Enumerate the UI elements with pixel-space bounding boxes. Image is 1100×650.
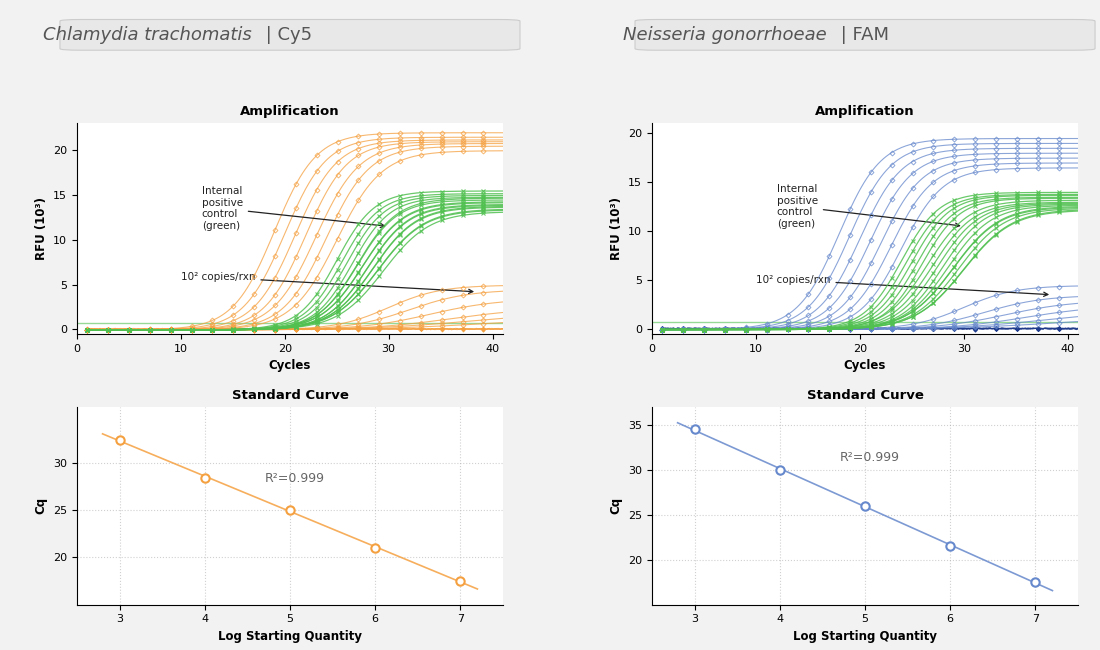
X-axis label: Cycles: Cycles bbox=[268, 359, 311, 372]
Y-axis label: Cq: Cq bbox=[34, 497, 47, 514]
Text: Internal
positive
control
(green): Internal positive control (green) bbox=[777, 184, 959, 229]
Y-axis label: Cq: Cq bbox=[609, 497, 623, 514]
Text: R²=0.999: R²=0.999 bbox=[839, 451, 900, 464]
X-axis label: Log Starting Quantity: Log Starting Quantity bbox=[793, 630, 937, 643]
Text: Neisseria gonorrhoeae: Neisseria gonorrhoeae bbox=[623, 26, 827, 44]
Y-axis label: RFU (10³): RFU (10³) bbox=[609, 197, 623, 260]
Title: Standard Curve: Standard Curve bbox=[231, 389, 349, 402]
Text: | FAM: | FAM bbox=[835, 26, 889, 44]
Text: 10² copies/rxn: 10² copies/rxn bbox=[756, 275, 1048, 296]
Text: 10² copies/rxn: 10² copies/rxn bbox=[180, 272, 473, 293]
Title: Amplification: Amplification bbox=[240, 105, 340, 118]
Y-axis label: RFU (10³): RFU (10³) bbox=[34, 197, 47, 260]
FancyBboxPatch shape bbox=[60, 20, 520, 50]
Title: Amplification: Amplification bbox=[815, 105, 915, 118]
X-axis label: Log Starting Quantity: Log Starting Quantity bbox=[218, 630, 362, 643]
Text: Internal
positive
control
(green): Internal positive control (green) bbox=[201, 186, 385, 231]
Text: R²=0.999: R²=0.999 bbox=[264, 473, 324, 486]
FancyBboxPatch shape bbox=[635, 20, 1094, 50]
Text: Chlamydia trachomatis: Chlamydia trachomatis bbox=[43, 26, 252, 44]
Title: Standard Curve: Standard Curve bbox=[806, 389, 924, 402]
Text: | Cy5: | Cy5 bbox=[261, 26, 312, 44]
X-axis label: Cycles: Cycles bbox=[844, 359, 887, 372]
